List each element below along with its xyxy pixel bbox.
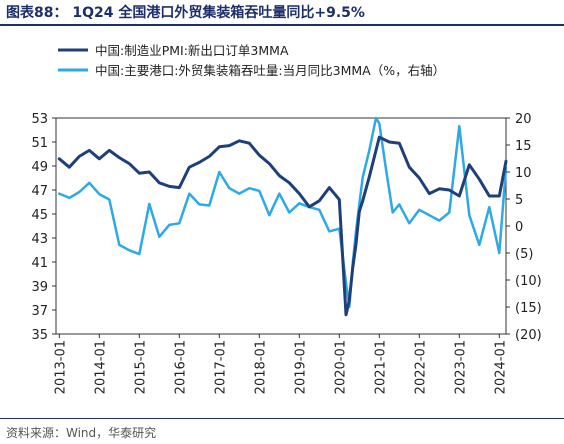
right-tick-label: (20) xyxy=(515,328,542,343)
legend-label-pmi: 中国:制造业PMI:新出口订单3MMA xyxy=(95,43,289,58)
title-divider xyxy=(0,24,564,26)
series-lines xyxy=(57,116,508,317)
x-tick-label: 2016-01 xyxy=(173,340,188,394)
x-tick-label: 2018-01 xyxy=(253,340,268,394)
left-tick-label: 43 xyxy=(31,232,48,247)
series-line-port-throughput xyxy=(58,116,508,309)
x-tick-label: 2020-01 xyxy=(333,340,348,394)
right-tick-label: 5 xyxy=(515,193,523,208)
x-tick-label: 2021-01 xyxy=(373,340,388,394)
x-tick-label: 2017-01 xyxy=(213,340,228,394)
plot-frame xyxy=(55,117,507,335)
right-tick-label: (15) xyxy=(515,301,542,316)
right-tick-label: (10) xyxy=(515,274,542,289)
x-tick-label: 2015-01 xyxy=(133,340,148,394)
series-line-pmi xyxy=(57,135,508,317)
chart-frame xyxy=(55,117,507,335)
x-tick-label: 2014-01 xyxy=(93,340,108,394)
left-tick-label: 37 xyxy=(31,304,48,319)
left-tick-label: 51 xyxy=(31,136,48,151)
right-tick-label: (5) xyxy=(515,247,533,262)
x-tick-label: 2022-01 xyxy=(413,340,428,394)
source-note: 资料来源：Wind，华泰研究 xyxy=(6,426,157,440)
left-tick-label: 47 xyxy=(31,184,48,199)
left-tick-label: 35 xyxy=(31,328,48,343)
x-tick-label: 2019-01 xyxy=(293,340,308,394)
x-tick-label: 2023-01 xyxy=(453,340,468,394)
right-axis-ticks: 20 15 10 5 0 (5) (10) (15) (20) xyxy=(506,112,542,343)
legend: 中国:制造业PMI:新出口订单3MMA 中国:主要港口:外贸集装箱吞吐量:当月同比… xyxy=(58,43,445,78)
left-tick-label: 45 xyxy=(31,208,48,223)
x-axis-ticks: 2013-01 2014-01 2015-01 2016-01 2017-01 2018-… xyxy=(53,334,508,394)
x-tick-label: 2013-01 xyxy=(53,340,68,394)
left-tick-label: 41 xyxy=(31,256,48,271)
legend-label-port: 中国:主要港口:外贸集装箱吞吐量:当月同比3MMA（%，右轴） xyxy=(95,63,445,78)
right-tick-label: 20 xyxy=(515,112,532,127)
right-tick-label: 15 xyxy=(515,139,532,154)
x-tick-label: 2024-01 xyxy=(493,340,508,394)
left-tick-label: 49 xyxy=(31,160,48,175)
page-title: 图表88： 1Q24 全国港口外贸集装箱吞吐量同比+9.5% xyxy=(6,5,365,21)
right-tick-label: 0 xyxy=(515,220,523,235)
right-tick-label: 10 xyxy=(515,166,532,181)
left-tick-label: 53 xyxy=(31,112,48,127)
source-divider xyxy=(0,418,564,419)
left-tick-label: 39 xyxy=(31,280,48,295)
left-axis-ticks: 53 51 49 47 45 43 41 39 37 35 xyxy=(31,112,56,343)
